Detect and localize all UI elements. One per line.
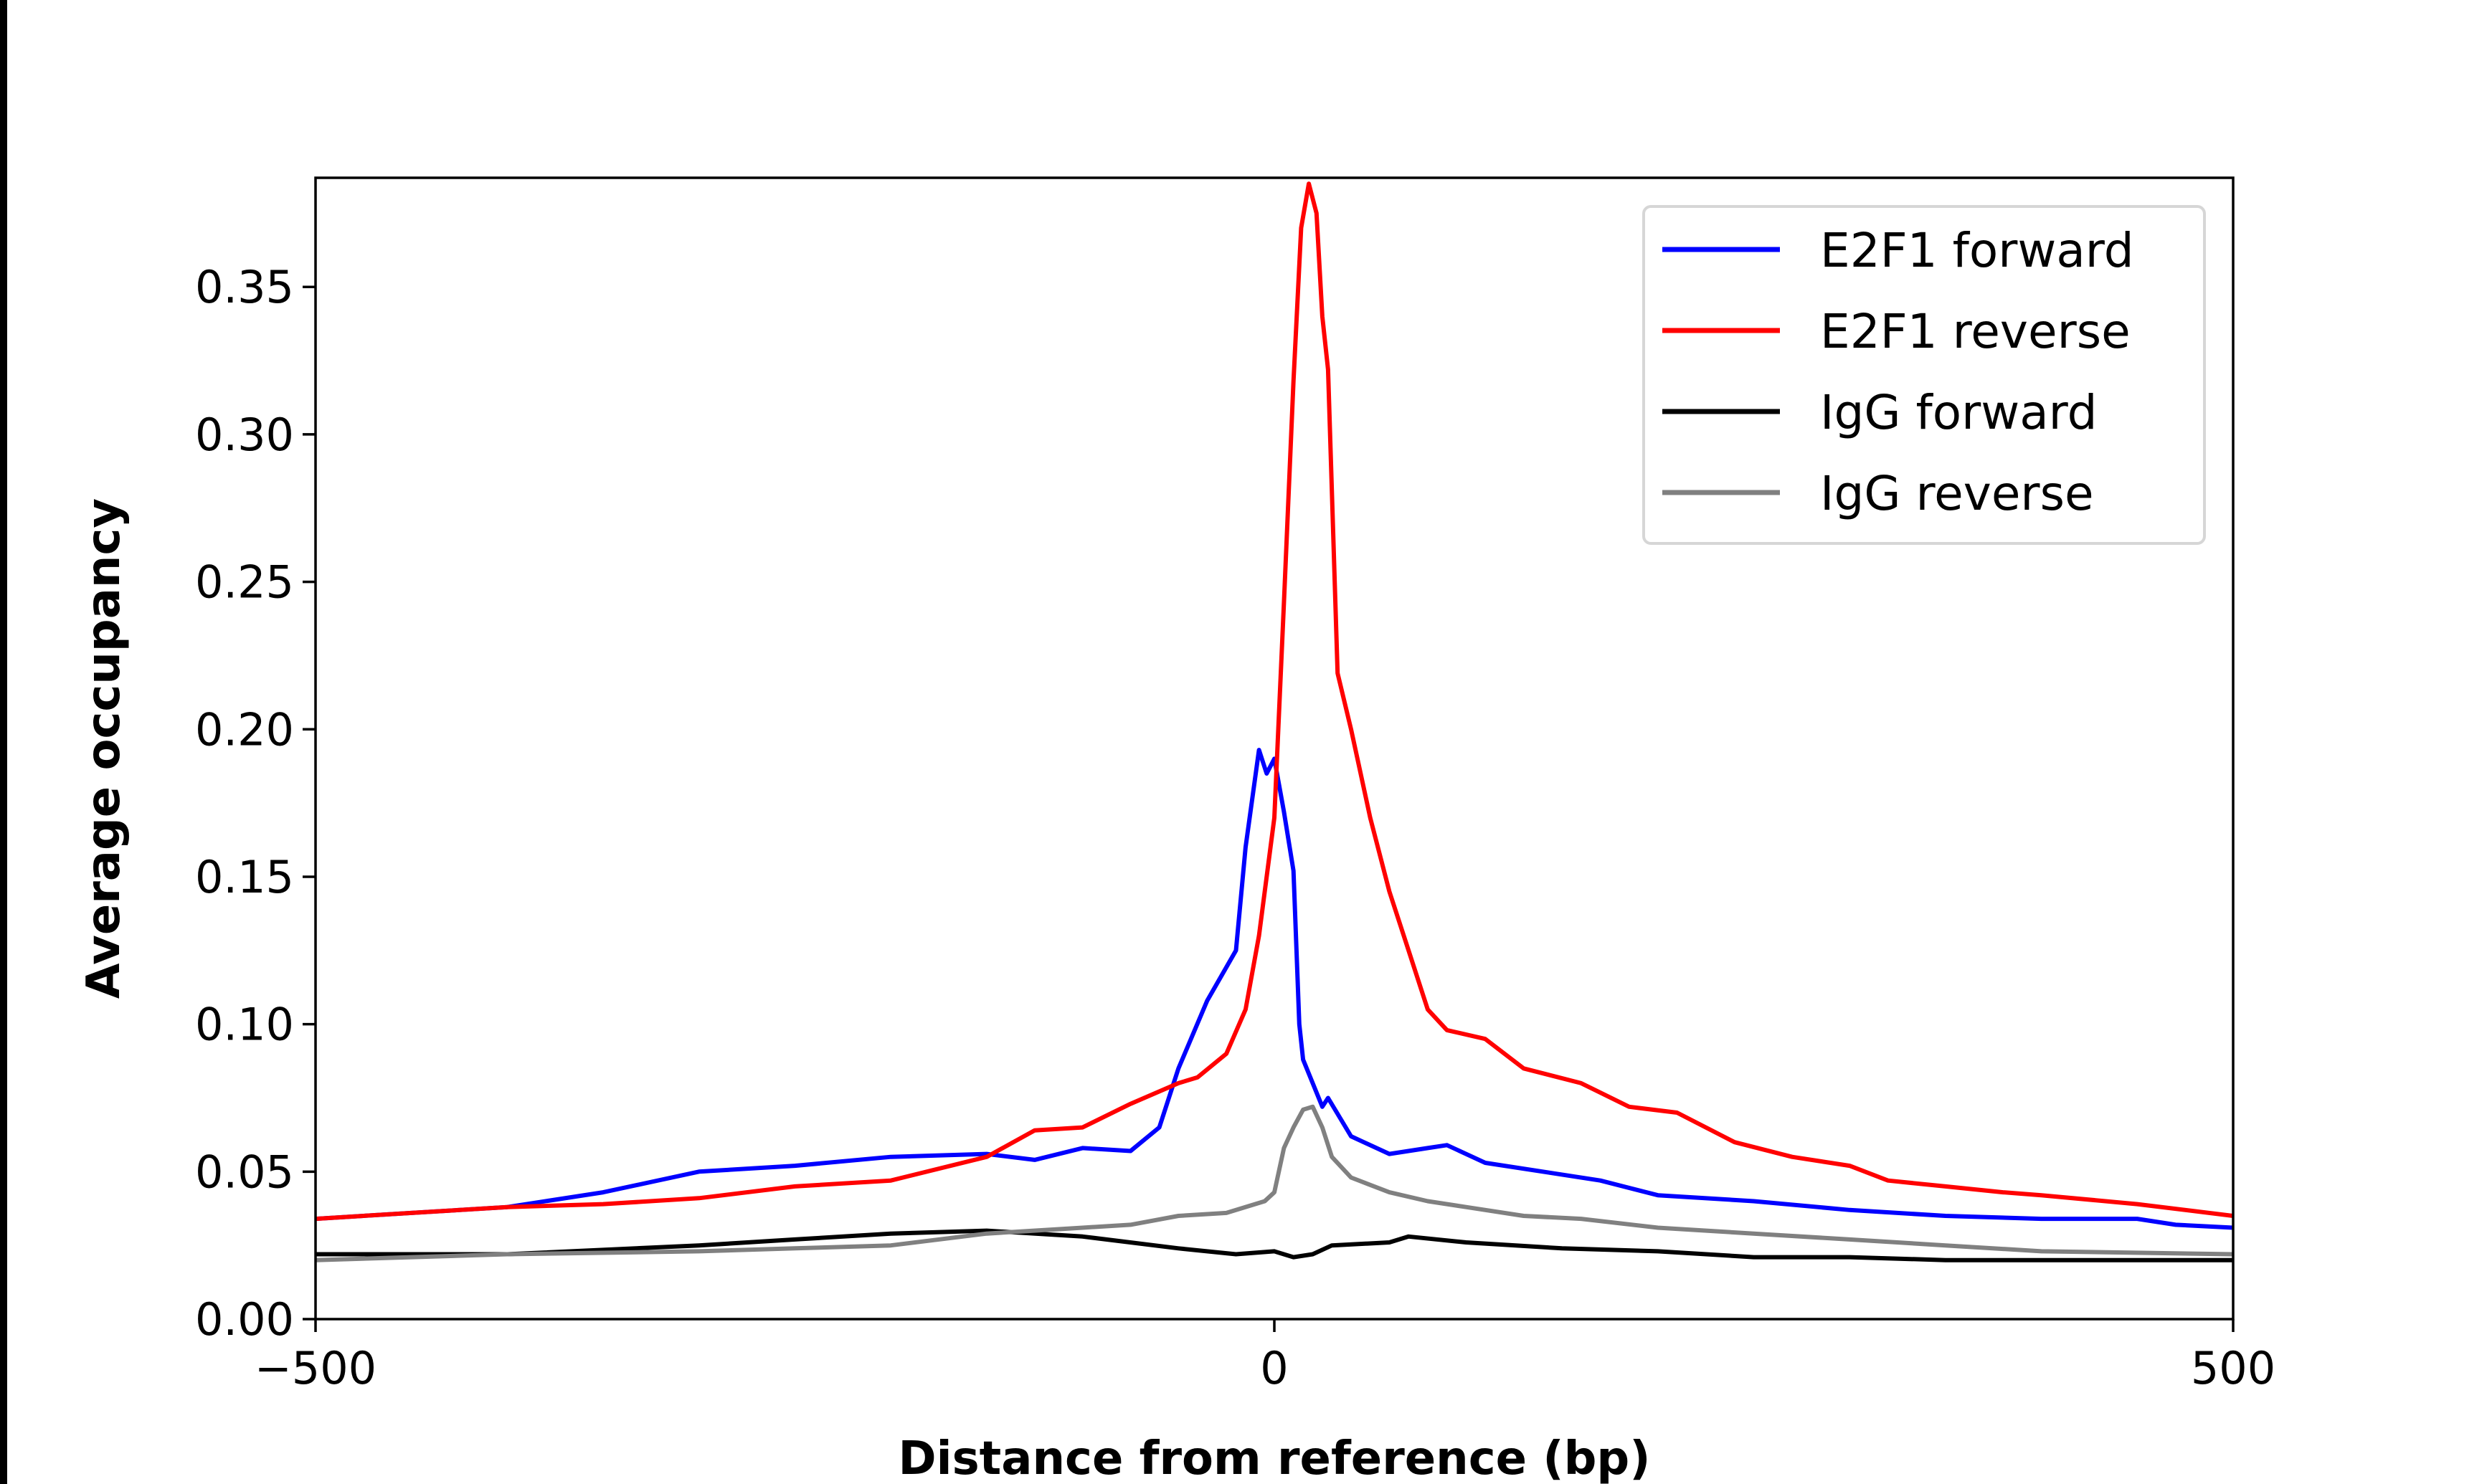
legend-label: IgG reverse (1820, 466, 2094, 521)
y-tick-label: 0.25 (195, 556, 294, 609)
x-tick-label: 500 (2191, 1342, 2275, 1394)
y-axis-label: Average occupancy (77, 498, 131, 999)
series-layer (316, 181, 2233, 1262)
x-tick-label: −500 (255, 1342, 376, 1394)
series-line-e2f1-forward (316, 748, 2233, 1230)
series-line-e2f1-reverse (316, 181, 2233, 1222)
series-line-igg-forward (316, 1228, 2233, 1262)
left-edge-bar (0, 0, 7, 1484)
y-tick-label: 0.35 (195, 261, 294, 313)
legend-item: IgG reverse (1662, 466, 2094, 521)
legend-label: IgG forward (1820, 385, 2098, 440)
y-tick-label: 0.20 (195, 703, 294, 756)
y-tick-label: 0.10 (195, 999, 294, 1051)
y-tick-label: 0.30 (195, 409, 294, 461)
legend-label: E2F1 forward (1820, 223, 2134, 278)
series-line-igg-reverse (316, 1104, 2233, 1262)
y-tick-label: 0.00 (195, 1293, 294, 1346)
x-tick-label: 0 (1260, 1342, 1288, 1394)
legend-item: E2F1 reverse (1662, 304, 2131, 359)
legend-label: E2F1 reverse (1820, 304, 2131, 359)
legend-item: E2F1 forward (1662, 223, 2134, 278)
legend-item: IgG forward (1662, 385, 2098, 440)
legend-box (1642, 205, 2206, 545)
legend: E2F1 forward E2F1 reverse IgG forward IgG r… (1642, 205, 2206, 545)
x-axis-label: Distance from reference (bp) (899, 1432, 1651, 1484)
y-tick-label: 0.05 (195, 1146, 294, 1198)
ticks-layer: 0.00 0.05 0.10 0.15 0.20 0.25 0.30 0.35 −500 0 500 (195, 261, 2275, 1394)
y-tick-label: 0.15 (195, 851, 294, 903)
